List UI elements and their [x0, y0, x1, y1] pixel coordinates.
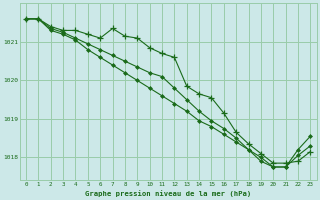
X-axis label: Graphe pression niveau de la mer (hPa): Graphe pression niveau de la mer (hPa): [85, 190, 251, 197]
